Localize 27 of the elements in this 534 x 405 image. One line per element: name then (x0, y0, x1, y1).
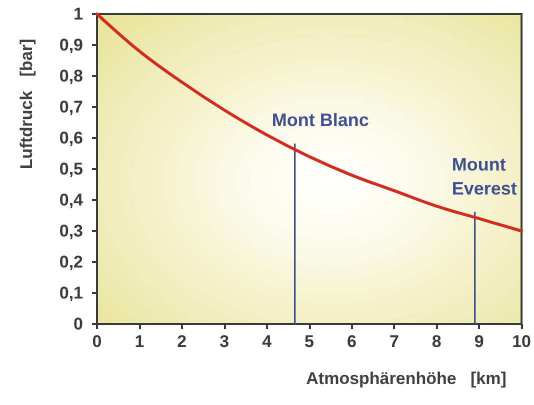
x-tick-label: 3 (220, 332, 230, 351)
y-tick-label: 0,4 (59, 190, 84, 210)
y-tick-label: 0 (74, 314, 83, 334)
y-tick-label: 1 (74, 4, 83, 24)
y-tick-label: 0,1 (59, 284, 83, 302)
annotation: Mont Blanc (272, 110, 369, 130)
x-tick-label: 6 (346, 332, 356, 351)
x-tick-label: 9 (474, 332, 484, 351)
y-tick-label: 0,7 (59, 98, 83, 116)
x-tick-label: 1 (134, 332, 144, 351)
x-tick-label: 10 (512, 332, 532, 351)
y-tick-label: 0,8 (59, 66, 83, 86)
y-tick-label: 0,2 (59, 252, 83, 272)
y-tick-label: 0,6 (59, 128, 83, 148)
x-tick-label: 4 (262, 332, 272, 351)
x-axis-title: Atmosphärenhöhe [km] (306, 369, 506, 388)
x-tick-label: 5 (304, 332, 314, 351)
line-series (96, 12, 524, 232)
y-axis-title: Luftdruck [bar] (17, 38, 36, 170)
x-tick-label: 2 (177, 332, 187, 351)
x-tick-label: 7 (389, 332, 399, 351)
y-tick-label: 0,9 (59, 36, 83, 54)
x-tick-label: 0 (92, 332, 102, 351)
x-tick-label: 8 (432, 332, 442, 351)
annotation: Mount Everest (452, 154, 517, 198)
y-tick-label: 0,3 (59, 222, 83, 240)
y-tick-label: 0,5 (59, 160, 83, 178)
